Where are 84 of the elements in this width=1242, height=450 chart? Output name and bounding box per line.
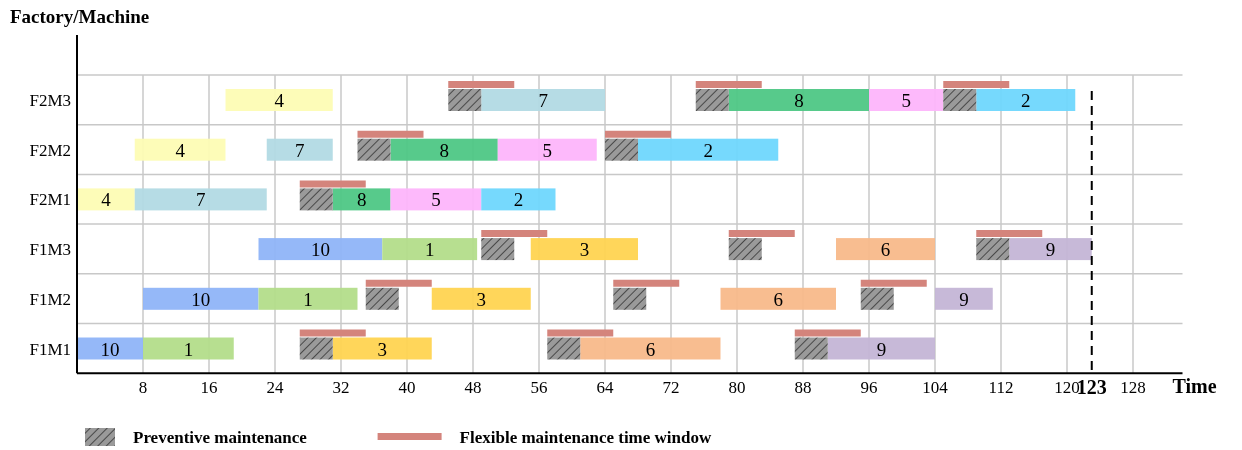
bar xyxy=(728,89,869,111)
bar xyxy=(382,238,478,261)
bar xyxy=(976,89,1076,111)
x-tick-label: 104 xyxy=(922,378,949,398)
series-label: 9 xyxy=(1045,239,1056,261)
series-label: 10 xyxy=(310,239,330,261)
text: 4 xyxy=(175,139,185,161)
text: 8 xyxy=(439,139,449,161)
x-tick-label: 88 xyxy=(794,378,812,398)
x-tick-label: 80 xyxy=(728,378,746,398)
text: 7 xyxy=(196,189,206,211)
bar xyxy=(1009,238,1092,261)
bar xyxy=(530,238,638,261)
text: 3 xyxy=(377,338,387,360)
y-tick-label: F2M1 xyxy=(29,190,71,210)
x-tick-label: 48 xyxy=(464,378,482,398)
text: 1 xyxy=(303,288,313,310)
series-label: 8 xyxy=(794,90,804,111)
text: 2 xyxy=(703,139,713,161)
y-tick-label: F2M2 xyxy=(29,140,71,160)
bar xyxy=(266,138,333,161)
text: 5 xyxy=(431,189,441,211)
series-label: 5 xyxy=(901,90,911,111)
x-tick-label: 8 xyxy=(138,378,148,398)
bar xyxy=(481,188,556,211)
text: 5 xyxy=(542,139,552,161)
x-tick-label: 72 xyxy=(662,378,680,398)
bar xyxy=(258,287,358,310)
series-label: 1 xyxy=(424,239,435,261)
bar xyxy=(638,138,779,161)
x-tick-label: 128 xyxy=(1120,378,1146,398)
bar xyxy=(827,337,935,360)
bar xyxy=(77,188,135,211)
x-tick-label: 96 xyxy=(860,378,878,398)
series-label: 6 xyxy=(880,239,891,261)
text: 9 xyxy=(876,338,887,360)
legend-label: Preventive maintenance xyxy=(133,428,308,447)
legend-label: Flexible maintenance time window xyxy=(459,428,712,447)
x-tick-label: 24 xyxy=(266,378,284,398)
bar xyxy=(134,188,267,211)
bar xyxy=(134,138,226,161)
series-label: 7 xyxy=(538,90,548,111)
y-tick-label: F2M3 xyxy=(29,91,71,110)
bar xyxy=(143,337,234,360)
bar xyxy=(258,238,383,261)
bar xyxy=(225,89,333,111)
text: 4 xyxy=(101,189,111,211)
y-tick-label: F1M1 xyxy=(29,339,71,359)
y-tick-label: F1M3 xyxy=(29,240,71,260)
x-tick-label: 112 xyxy=(988,378,1014,398)
x-axis-title: Time xyxy=(1172,375,1217,398)
bar xyxy=(332,337,432,360)
text: 8 xyxy=(356,189,367,211)
x-tick-label: 64 xyxy=(596,378,614,398)
x-tick-label: 40 xyxy=(398,378,416,398)
y-tick-label: F1M2 xyxy=(29,289,71,309)
text: 9 xyxy=(959,288,969,310)
text: 6 xyxy=(645,338,656,360)
bar xyxy=(431,287,531,310)
series-label: 4 xyxy=(274,90,285,111)
series-label: 2 xyxy=(1021,90,1031,111)
x-tick-label: 32 xyxy=(332,378,350,398)
bar xyxy=(390,188,482,211)
bar xyxy=(390,138,498,161)
series-label: 3 xyxy=(579,239,590,261)
text: 10 xyxy=(100,338,120,360)
bar xyxy=(720,287,836,310)
y-axis-title: Factory/Machine xyxy=(10,6,150,27)
text: 1 xyxy=(183,338,194,360)
bar xyxy=(836,238,935,261)
text: 10 xyxy=(191,288,211,310)
bar xyxy=(580,337,721,360)
text: 2 xyxy=(513,189,524,211)
bar xyxy=(497,138,597,161)
bar xyxy=(869,89,944,111)
text: 3 xyxy=(476,288,486,310)
x-tick-label: 16 xyxy=(200,378,218,398)
x-tick-label: 56 xyxy=(530,378,548,398)
bar xyxy=(935,287,993,310)
text: 6 xyxy=(773,288,783,310)
text: 7 xyxy=(295,139,305,161)
bar xyxy=(143,287,259,310)
bar xyxy=(481,89,605,111)
bar xyxy=(77,337,143,360)
